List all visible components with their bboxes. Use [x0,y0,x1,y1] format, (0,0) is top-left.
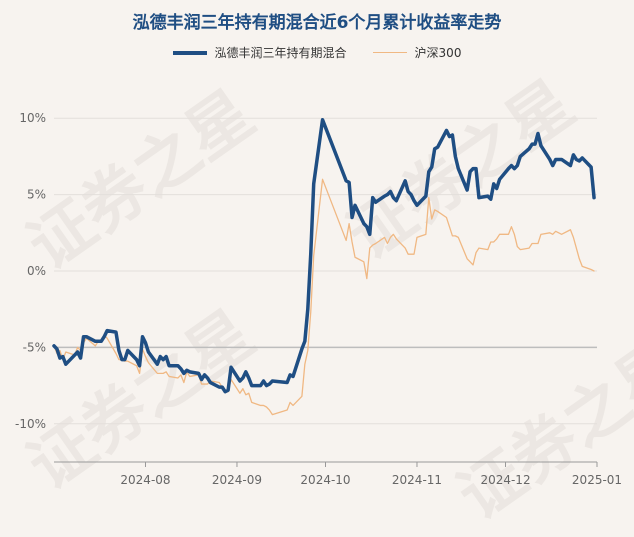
y-tick-label: 0% [27,264,46,278]
x-tick-label: 2024-11 [392,473,442,487]
series-line-fund [52,117,596,394]
legend-item-index[interactable]: 沪深300 [372,44,462,61]
y-tick-label: 5% [27,188,46,202]
line-chart: 10% 5% 0% -5% -10% 2024-08 2024-09 2024-10 2024-… [15,111,622,487]
legend-label-index: 沪深300 [414,46,462,60]
x-tick-label: 2024-10 [300,473,350,487]
series-line-index [53,178,595,416]
x-tick-label: 2024-12 [480,473,530,487]
legend-swatch-index [372,52,407,53]
legend-label-fund: 泓德丰润三年持有期混合 [214,46,347,60]
x-tick-label: 2024-08 [120,473,170,487]
y-tick-label: -5% [23,340,46,354]
chart-title: 泓德丰润三年持有期混合近6个月累计收益率走势 [132,13,502,33]
y-tick-label: 10% [19,111,46,125]
x-tick-label: 2024-09 [212,473,262,487]
legend-swatch-fund [172,50,207,55]
legend: 泓德丰润三年持有期混合 沪深300 [0,44,634,61]
y-tick-label: -10% [15,417,46,431]
x-tick-label: 2025-01 [572,473,622,487]
legend-item-fund[interactable]: 泓德丰润三年持有期混合 [172,44,347,61]
